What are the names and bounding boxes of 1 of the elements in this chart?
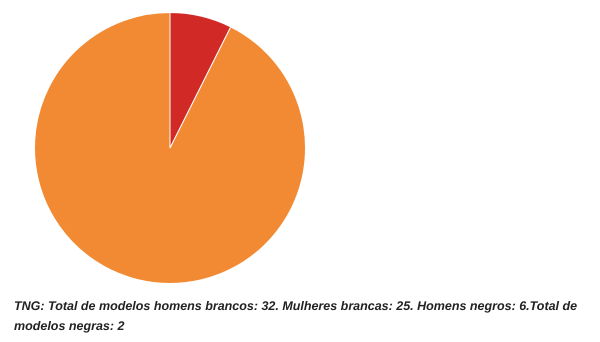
text: TNG: Total de modelos homens brancos: 32. Mulheres brancas: 25. Homens negros: 6.Total de modelos negras: 2	[13, 298, 578, 335]
